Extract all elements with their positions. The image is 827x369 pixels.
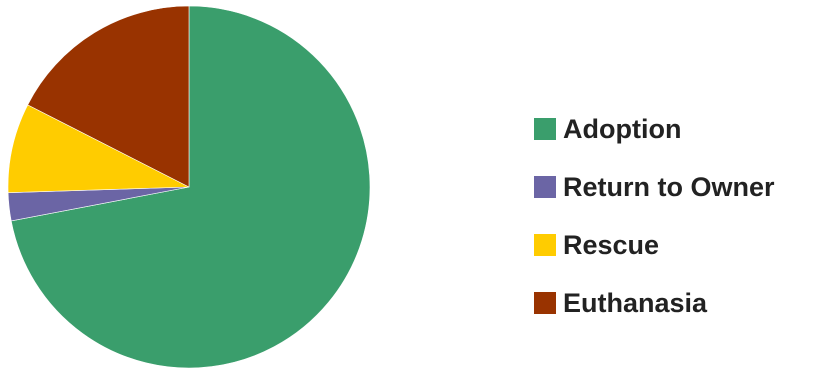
chart-legend: Adoption Return to Owner Rescue Euthanas… [534, 100, 824, 332]
pie-slice-rescue [7, 104, 190, 193]
legend-item-return-to-owner: Return to Owner [534, 158, 824, 216]
legend-label-adoption: Adoption [563, 113, 682, 144]
legend-swatch-adoption [534, 118, 556, 140]
legend-label-rescue: Rescue [563, 229, 660, 260]
legend-item-adoption: Adoption [534, 100, 824, 158]
legend-label-return-to-owner: Return to Owner [563, 171, 775, 202]
legend-label-euthanasia: Euthanasia [563, 287, 708, 318]
pie-slice-adoption [10, 5, 371, 369]
pie-slice-euthanasia [27, 5, 190, 188]
legend-swatch-return-to-owner [534, 176, 556, 198]
legend-item-euthanasia: Euthanasia [534, 274, 824, 332]
legend-swatch-euthanasia [534, 292, 556, 314]
legend-swatch-rescue [534, 234, 556, 256]
legend-item-rescue: Rescue [534, 216, 824, 274]
